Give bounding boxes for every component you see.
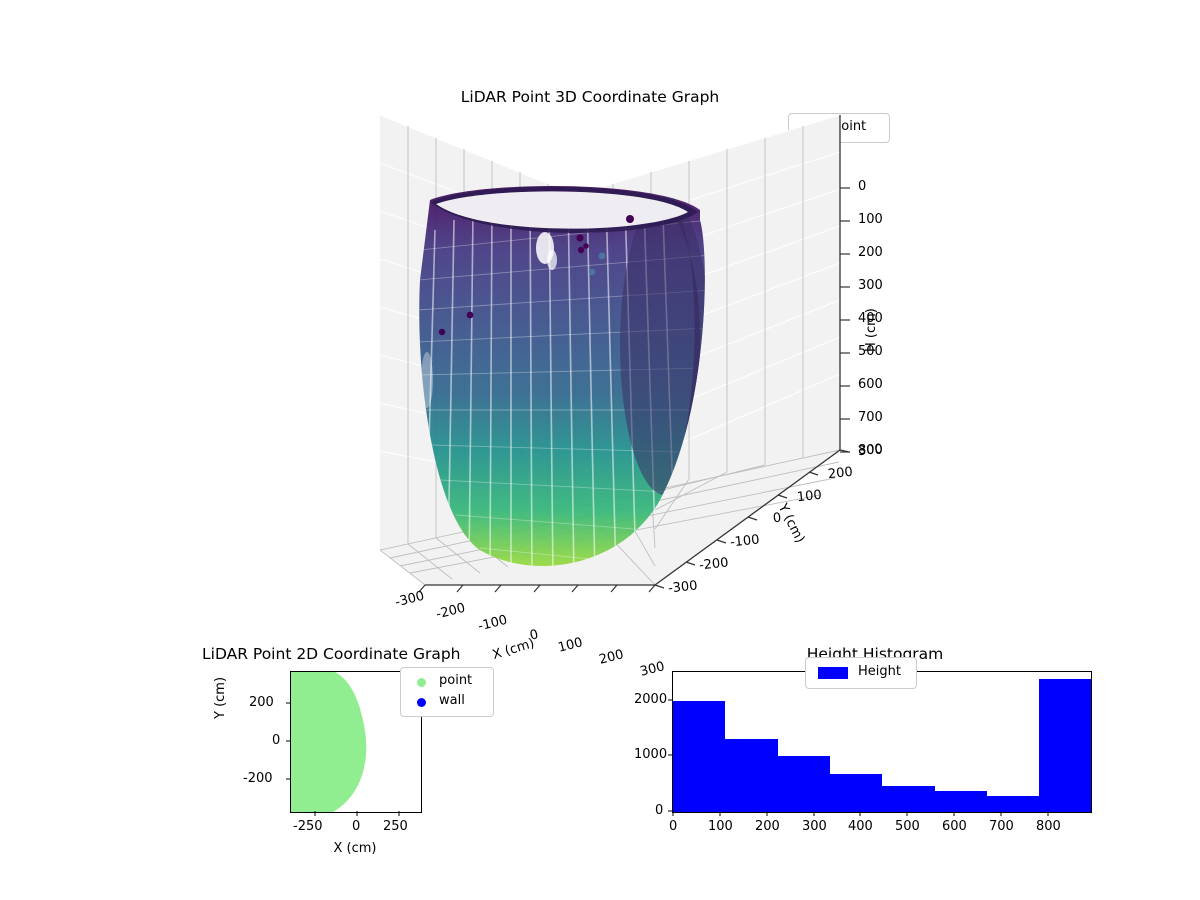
legend-label-wall: wall — [439, 693, 465, 708]
plot2d-x-axis-label: X (cm) — [333, 841, 377, 856]
plot2d-x-tick: -250 — [293, 819, 323, 834]
z-tick-label: 300 — [858, 278, 883, 293]
z-tick-label: 800 — [858, 443, 883, 458]
histogram-bar — [725, 738, 778, 812]
plot2d-axes-area — [290, 671, 422, 813]
histogram-x-tick: 700 — [989, 819, 1014, 834]
z-tick-label: 400 — [858, 311, 883, 326]
legend-label-point: point — [833, 119, 867, 134]
histogram-x-tick: 0 — [669, 819, 678, 834]
histogram-y-tick: 2000 — [634, 692, 668, 707]
point-region — [291, 672, 367, 812]
histogram-bar — [777, 756, 830, 812]
histogram-bar — [934, 791, 987, 812]
histogram-bar — [1038, 678, 1091, 812]
z-axis-label: H (cm) — [864, 308, 879, 352]
histogram-bars — [673, 672, 1091, 812]
y-tick-label: 100 — [796, 487, 823, 506]
histogram-bar — [986, 796, 1039, 812]
histogram-y-tick: 1000 — [634, 747, 668, 762]
legend-label-height: Height — [858, 664, 901, 679]
histogram-x-tick: 100 — [708, 819, 733, 834]
z-tick-label: 700 — [858, 410, 883, 425]
legend-marker-point — [417, 678, 426, 687]
plot2d-y-tick: 0 — [272, 733, 281, 748]
point-cloud — [419, 186, 705, 566]
z-tick-label: 200 — [858, 245, 883, 260]
histogram-bar — [882, 785, 935, 812]
histogram-x-tick: 500 — [895, 819, 920, 834]
plot2d-x-tick: 250 — [383, 819, 408, 834]
plot2d-x-tick: 0 — [352, 819, 361, 834]
plot2d-title: LiDAR Point 2D Coordinate Graph — [202, 645, 461, 663]
plot2d-y-axis-label: Y (cm) — [213, 676, 228, 719]
histogram-bar — [829, 774, 882, 812]
lidar-3d-plot: LiDAR Point 3D Coordinate Graph point — [230, 80, 950, 680]
outlier-points — [438, 215, 634, 336]
plot2d-scatter — [291, 672, 367, 812]
plot3d-scene — [379, 114, 850, 593]
plot2d-y-tick: -200 — [243, 771, 273, 786]
legend-marker-wall — [417, 698, 426, 707]
z-tick-label: 100 — [858, 212, 883, 227]
y-tick-label: -300 — [667, 578, 699, 597]
histogram-x-tick: 300 — [802, 819, 827, 834]
histogram-x-tick: 800 — [1036, 819, 1061, 834]
plot2d-y-tick: 200 — [249, 695, 274, 710]
legend-label-point: point — [439, 673, 473, 688]
z-tick-label: 600 — [858, 377, 883, 392]
z-tick-label: 0 — [858, 179, 867, 194]
y-tick-label: -200 — [698, 555, 730, 574]
y-tick-label: -100 — [729, 532, 761, 551]
height-histogram-plot: Height Histogram 0 1000 2000 0 — [634, 645, 1100, 860]
legend-patch-height — [818, 667, 848, 679]
lidar-2d-plot: LiDAR Point 2D Coordinate Graph 200 0 -2… — [202, 645, 535, 860]
histogram-y-tick: 0 — [655, 803, 664, 818]
histogram-bar — [673, 700, 726, 812]
histogram-x-tick: 600 — [942, 819, 967, 834]
histogram-legend[interactable]: Height — [805, 657, 917, 689]
z-tick-label: 500 — [858, 344, 883, 359]
plot3d-title: LiDAR Point 3D Coordinate Graph — [460, 88, 720, 106]
y-tick-label: 200 — [827, 464, 854, 483]
histogram-axes-area — [672, 671, 1092, 813]
plot2d-legend[interactable]: point wall — [400, 667, 494, 717]
histogram-x-tick: 400 — [848, 819, 873, 834]
histogram-x-tick: 200 — [755, 819, 780, 834]
